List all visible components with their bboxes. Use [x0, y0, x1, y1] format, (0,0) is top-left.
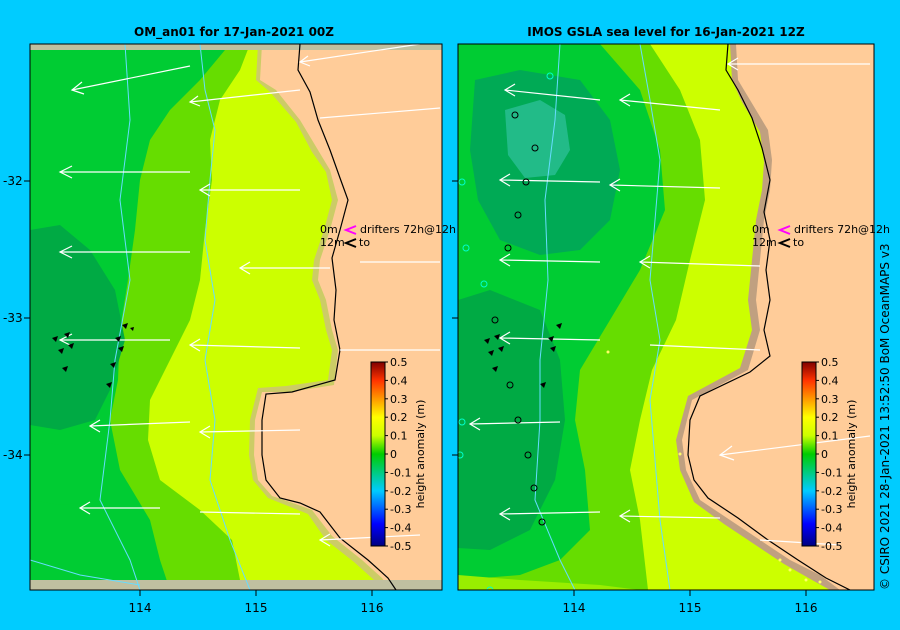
- left-map-panel: OM_an01 for 17-Jan-2021 00Z: [3, 25, 456, 615]
- left-coastline: [261, 44, 397, 590]
- left-drifter-legend: 0m drifters 72h@12h 12m to: [320, 223, 456, 249]
- right-colorbar-tick-label: -0.2: [821, 485, 842, 498]
- left-colorbar-tick-label: -0.5: [390, 540, 411, 553]
- right-panel-title: IMOS GSLA sea level for 16-Jan-2021 12Z: [527, 25, 805, 39]
- right-map-panel: IMOS GSLA sea level for 16-Jan-2021 12Z: [452, 25, 890, 615]
- left-colorbar-label: height anomaly (m): [414, 400, 427, 509]
- left-legend-0m: 0m: [320, 223, 338, 236]
- right-legend-to-label: to: [793, 236, 804, 249]
- right-sea-lowest: [505, 100, 570, 178]
- left-top-strip: [30, 44, 442, 50]
- right-lon-ticks: 114 115 116: [563, 590, 818, 615]
- left-colorbar: 0.5 0.4 0.3 0.2 0.1 0 -0.1 -0.2 -0.3 -0.4 -0.5 hei…: [370, 356, 427, 553]
- left-colorbar-tick-label: 0.4: [390, 374, 408, 387]
- left-colorbar-tick-label: 0.2: [390, 411, 408, 424]
- right-legend-to-icon: [777, 238, 791, 248]
- left-sea-low: [30, 44, 230, 590]
- left-drifter-markers: [52, 323, 134, 388]
- right-colorbar-tick-label: 0.1: [821, 430, 839, 443]
- left-colorbar-ticks: 0.5 0.4 0.3 0.2 0.1 0 -0.1 -0.2 -0.3 -0.4 -0.5: [385, 356, 411, 553]
- right-colorbar-tick-label: -0.4: [821, 522, 842, 535]
- left-colorbar-tick-label: 0.3: [390, 393, 408, 406]
- left-legend-to-icon: [343, 238, 357, 248]
- right-colorbar-tick-label: -0.3: [821, 503, 842, 516]
- left-legend-drifters-label: drifters 72h@12h: [360, 223, 456, 236]
- left-panel-title: OM_an01 for 17-Jan-2021 00Z: [134, 25, 334, 40]
- right-colorbar-tick-label: 0.4: [821, 374, 839, 387]
- right-colorbar-tick-label: 0.5: [821, 356, 839, 369]
- right-drifter-circles-cyan: [458, 72, 554, 590]
- right-legend-drifters-label: drifters 72h@12h: [794, 223, 890, 236]
- left-current-vectors: [58, 44, 441, 547]
- right-map-frame: [457, 43, 875, 591]
- right-colorbar-tick-label: -0.1: [821, 466, 842, 479]
- left-contour-1: [199, 44, 251, 590]
- right-contour-2: [534, 44, 576, 590]
- left-bottom-strip: [30, 580, 442, 590]
- left-contour-2: [99, 44, 141, 590]
- right-drifter-markers: [484, 323, 562, 388]
- left-colorbar-tick-label: -0.1: [390, 466, 411, 479]
- right-lon-label-116: 116: [795, 601, 818, 615]
- right-lat-ticks: [452, 180, 458, 456]
- right-lon-label-114: 114: [563, 601, 586, 615]
- lat-label-33: -33: [3, 311, 23, 325]
- right-contour-1: [639, 44, 671, 590]
- left-contour-3: [30, 559, 141, 586]
- left-sea-low-2: [30, 440, 108, 505]
- right-bottom-band: [458, 575, 640, 590]
- right-yellow-dots: [606, 350, 822, 584]
- lat-label-34: -34: [3, 448, 23, 462]
- right-colorbar-ticks: 0.5 0.4 0.3 0.2 0.1 0 -0.1 -0.2 -0.3 -0.4 -0.5: [816, 356, 842, 553]
- left-colorbar-gradient: [370, 361, 386, 547]
- left-lon-label-116: 116: [361, 601, 384, 615]
- right-colorbar-gradient: [801, 361, 817, 547]
- left-sea-lowest: [30, 225, 125, 430]
- left-lon-label-115: 115: [245, 601, 268, 615]
- right-lon-label-115: 115: [679, 601, 702, 615]
- left-lat-ticks: -32 -33 -34: [3, 174, 30, 462]
- right-map-area: [458, 44, 874, 590]
- left-lon-ticks: 114 115 116: [129, 590, 384, 615]
- left-legend-12m: 12m: [320, 236, 345, 249]
- right-colorbar-tick-label: -0.5: [821, 540, 842, 553]
- right-colorbar-tick-label: 0.3: [821, 393, 839, 406]
- left-lon-label-114: 114: [129, 601, 152, 615]
- right-legend-12m: 12m: [752, 236, 777, 249]
- right-colorbar-tick-label: 0: [821, 448, 828, 461]
- left-colorbar-tick-label: 0.1: [390, 430, 408, 443]
- left-colorbar-tick-label: -0.2: [390, 485, 411, 498]
- right-drifter-circles: [491, 111, 546, 526]
- right-sea-lower-2: [458, 290, 565, 550]
- left-colorbar-tick-label: 0.5: [390, 356, 408, 369]
- right-legend-0m: 0m: [752, 223, 770, 236]
- right-colorbar-label: height anomaly (m): [845, 400, 858, 509]
- right-legend-drifter-icon: [777, 225, 791, 235]
- right-colorbar: 0.5 0.4 0.3 0.2 0.1 0 -0.1 -0.2 -0.3 -0.4 -0.5 hei…: [801, 356, 858, 553]
- left-legend-drifter-icon: [343, 225, 357, 235]
- left-colorbar-tick-label: 0: [390, 448, 397, 461]
- right-drifter-legend: 0m drifters 72h@12h 12m to: [752, 223, 890, 249]
- right-colorbar-tick-label: 0.2: [821, 411, 839, 424]
- lat-label-32: -32: [3, 174, 23, 188]
- copyright-credit: © CSIRO 2021 28-Jan-2021 13:52:50 BoM Oc…: [878, 243, 892, 590]
- left-legend-to-label: to: [359, 236, 370, 249]
- left-map-frame: [29, 43, 443, 591]
- left-colorbar-tick-label: -0.3: [390, 503, 411, 516]
- left-colorbar-tick-label: -0.4: [390, 522, 411, 535]
- right-coastline: [687, 44, 851, 590]
- left-map-area: [30, 44, 442, 590]
- right-current-vectors: [468, 57, 871, 546]
